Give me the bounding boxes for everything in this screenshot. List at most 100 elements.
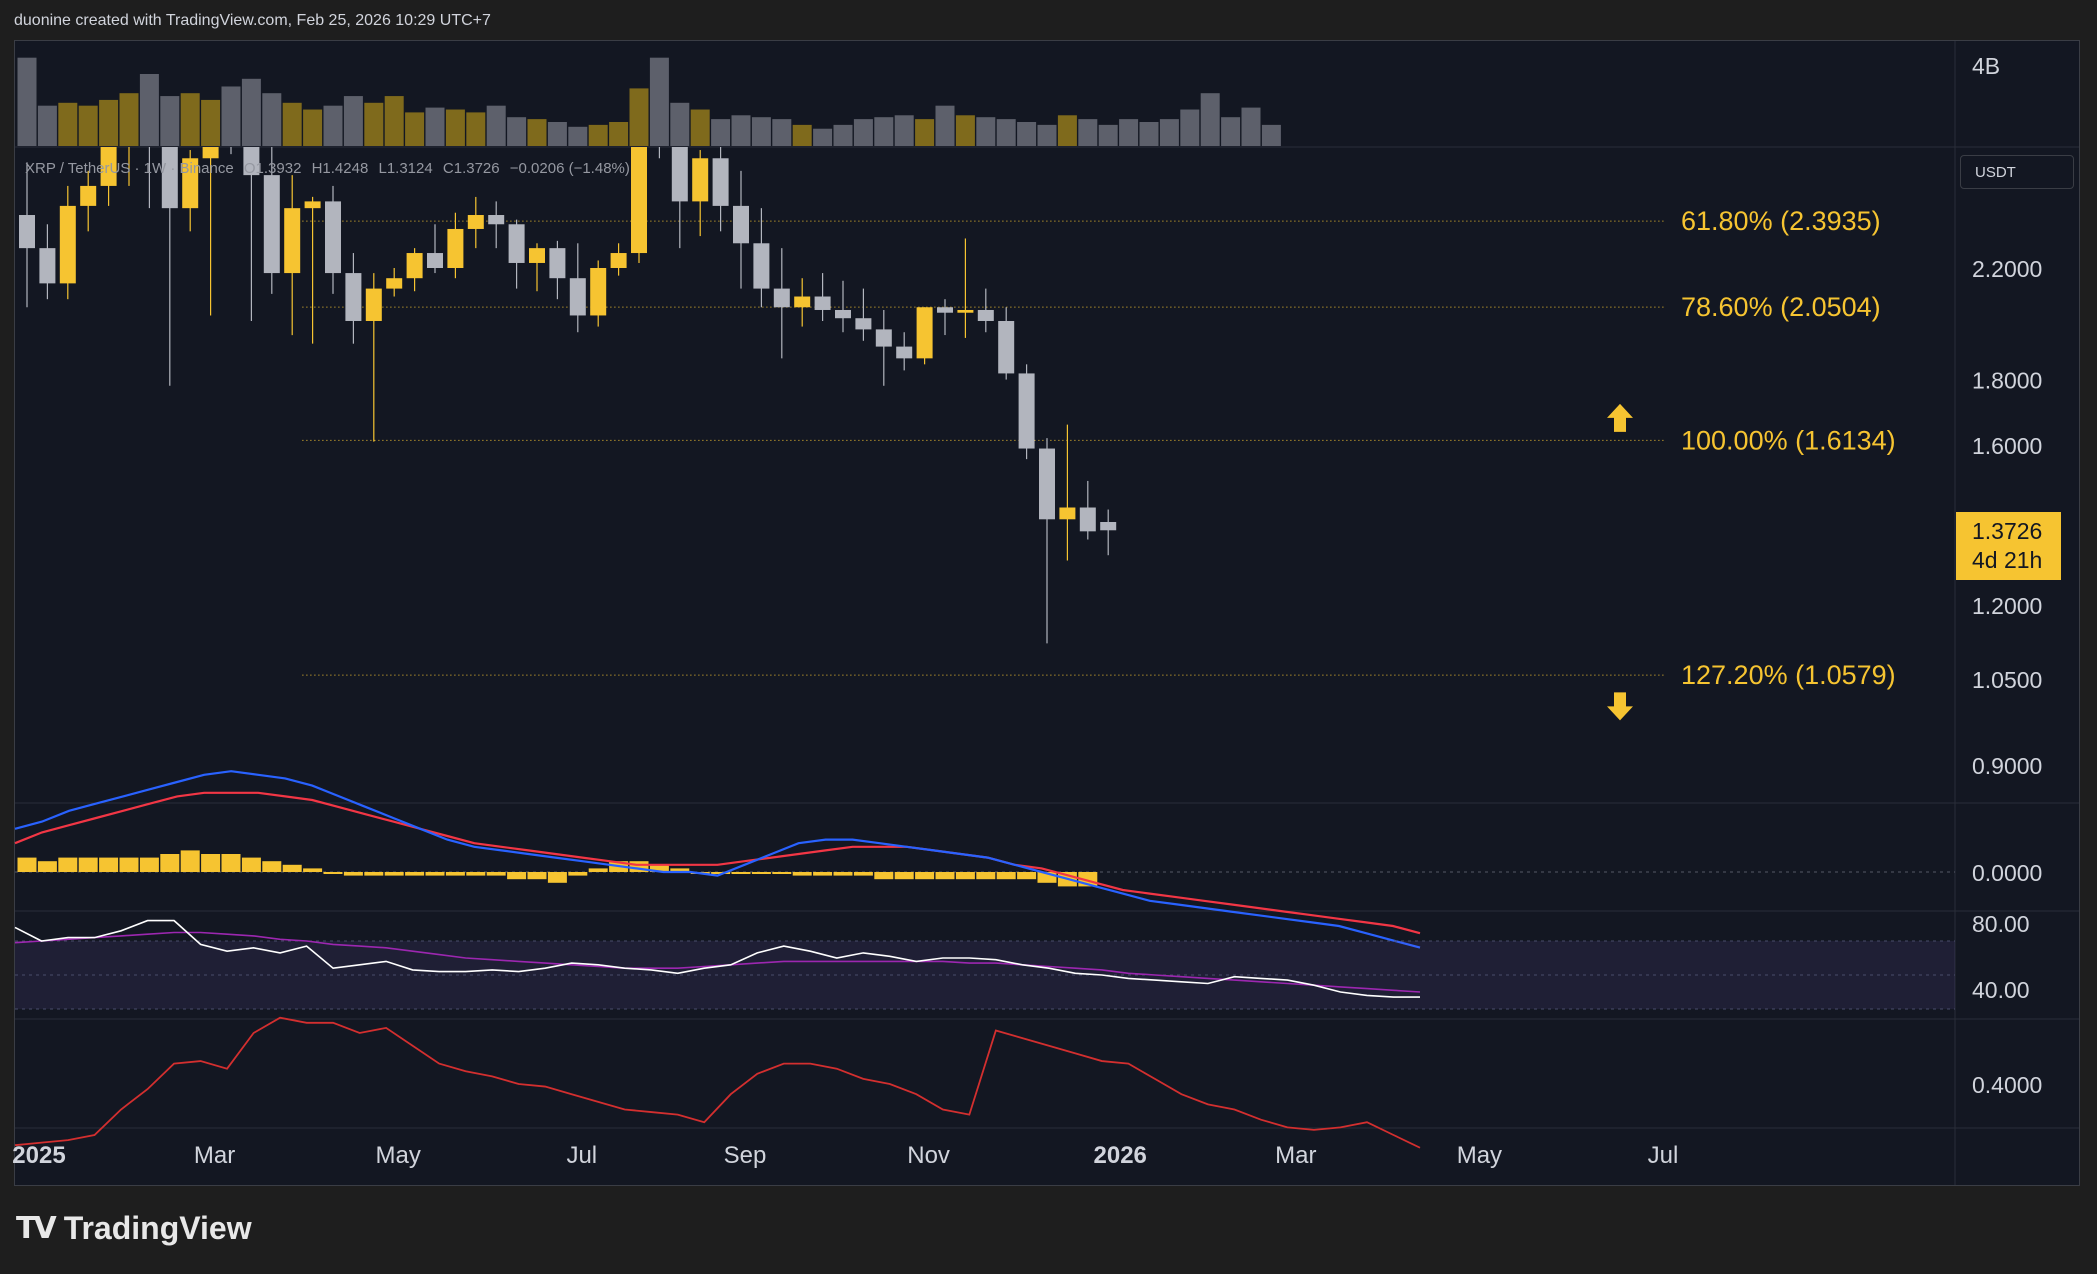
price-axis-tick: 2.2000	[1972, 256, 2042, 282]
macd-histogram-bar	[99, 857, 119, 872]
macd-histogram-bar	[833, 872, 853, 876]
macd-histogram-bar	[343, 872, 363, 876]
currency-button[interactable]: USDT	[1960, 155, 2074, 189]
volume-bar	[731, 115, 751, 146]
volume-bar	[955, 115, 975, 146]
candle-body	[773, 288, 790, 308]
candle-body	[1100, 522, 1117, 531]
candle-body	[1059, 507, 1076, 520]
candle-body	[610, 253, 627, 268]
chart-credit-header: duonine created with TradingView.com, Fe…	[14, 12, 491, 29]
candle-body	[977, 309, 994, 321]
fib-level-label: 61.80% (2.3935)	[1681, 206, 1881, 236]
rsi-axis-tick: 80.00	[1972, 911, 2030, 937]
macd-histogram-bar	[119, 857, 139, 872]
volume-bar	[649, 57, 669, 146]
fib-level-label: 127.20% (1.0579)	[1681, 660, 1896, 690]
symbol-ohlc-legend: XRP / TetherUS · 1W · Binance O1.3932 H1…	[25, 160, 636, 177]
volume-bar	[99, 99, 119, 146]
volume-bar	[1180, 109, 1200, 146]
candle-body	[1018, 373, 1035, 449]
time-axis-label: May	[376, 1142, 421, 1169]
volume-bar	[241, 78, 261, 146]
candle-body	[100, 147, 117, 186]
candle-body	[447, 228, 464, 268]
macd-histogram-bar	[201, 854, 221, 872]
volume-bar	[445, 109, 465, 146]
fib-down-arrow-icon	[1607, 692, 1633, 721]
price-axis-tick: 1.6000	[1972, 433, 2042, 459]
macd-histogram-bar	[58, 857, 78, 872]
volume-bar	[1221, 117, 1241, 146]
tradingview-logo-icon: 𝗧𝗩	[16, 1212, 57, 1245]
candle-body	[80, 185, 97, 206]
macd-histogram-bar	[649, 864, 669, 872]
volume-bar	[1159, 119, 1179, 146]
macd-histogram-bar	[711, 872, 731, 874]
candle-body	[712, 158, 729, 206]
macd-histogram-bar	[996, 872, 1016, 880]
volume-bar	[507, 117, 527, 146]
volume-bar	[405, 112, 425, 146]
indicator-axis-tick: 0.4000	[1972, 1072, 2042, 1098]
candle-body	[59, 205, 76, 284]
macd-histogram-bar	[853, 872, 873, 876]
tradingview-logo[interactable]: 𝗧𝗩 TradingView	[16, 1210, 252, 1247]
volume-bar	[711, 119, 731, 146]
macd-histogram-bar	[37, 861, 57, 872]
volume-bar	[364, 102, 384, 146]
time-axis-label: Jul	[566, 1142, 597, 1169]
candle-body	[529, 248, 545, 263]
candle-body	[794, 296, 811, 308]
rsi-ma-line	[14, 931, 1421, 993]
time-axis-label: May	[1457, 1142, 1502, 1169]
macd-histogram-bar	[751, 872, 771, 874]
symbol-title[interactable]: XRP / TetherUS · 1W · Binance	[25, 160, 234, 177]
ohlc-low: L1.3124	[378, 160, 433, 177]
volume-bar	[996, 119, 1016, 146]
fib-level-label: 100.00% (1.6134)	[1681, 425, 1896, 455]
fib-up-arrow-icon	[1607, 403, 1633, 432]
macd-histogram-bar	[405, 872, 425, 876]
ohlc-close: C1.3726	[442, 160, 500, 177]
volume-bar	[466, 112, 486, 146]
candle-body	[590, 268, 607, 316]
candle-body	[365, 288, 382, 321]
time-axis-label: 2026	[1094, 1142, 1147, 1169]
candle-body	[753, 243, 770, 289]
macd-signal-line	[14, 791, 1421, 935]
macd-histogram-bar	[282, 864, 302, 872]
volume-bar	[262, 93, 282, 146]
volume-bar	[37, 105, 57, 146]
volume-bar	[343, 96, 363, 146]
candle-body	[161, 147, 178, 209]
volume-bar	[751, 117, 771, 146]
volume-bar	[772, 119, 792, 146]
candle-body	[835, 309, 851, 319]
volume-bar	[609, 122, 629, 146]
volume-bar	[915, 119, 935, 146]
price-axis-tick: 1.8000	[1972, 368, 2042, 394]
volume-bar	[384, 96, 404, 146]
candle-body	[671, 147, 688, 202]
volume-bar	[425, 107, 445, 146]
volume-bar	[323, 105, 343, 146]
volume-bar	[935, 105, 955, 146]
volume-bar	[78, 105, 98, 146]
candle-body	[427, 253, 443, 268]
macd-histogram-bar	[629, 861, 649, 872]
volume-bar	[1261, 124, 1281, 146]
candle-body	[39, 248, 56, 284]
macd-histogram-bar	[17, 857, 37, 872]
macd-histogram-bar	[323, 872, 343, 874]
macd-histogram-bar	[792, 872, 812, 876]
volume-bar	[833, 124, 853, 146]
volume-bar	[303, 109, 323, 146]
volume-bar	[1057, 115, 1077, 146]
macd-histogram-bar	[976, 872, 996, 880]
volume-bar	[588, 124, 608, 146]
macd-histogram-bar	[772, 872, 792, 874]
candle-body	[814, 296, 831, 310]
candle-body	[692, 158, 709, 202]
